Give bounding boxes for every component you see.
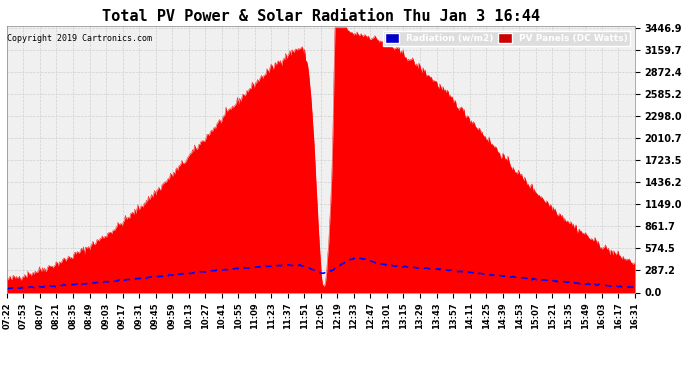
Text: Copyright 2019 Cartronics.com: Copyright 2019 Cartronics.com [7,34,152,43]
Title: Total PV Power & Solar Radiation Thu Jan 3 16:44: Total PV Power & Solar Radiation Thu Jan… [102,9,540,24]
Legend: Radiation (w/m2), PV Panels (DC Watts): Radiation (w/m2), PV Panels (DC Watts) [383,31,630,46]
